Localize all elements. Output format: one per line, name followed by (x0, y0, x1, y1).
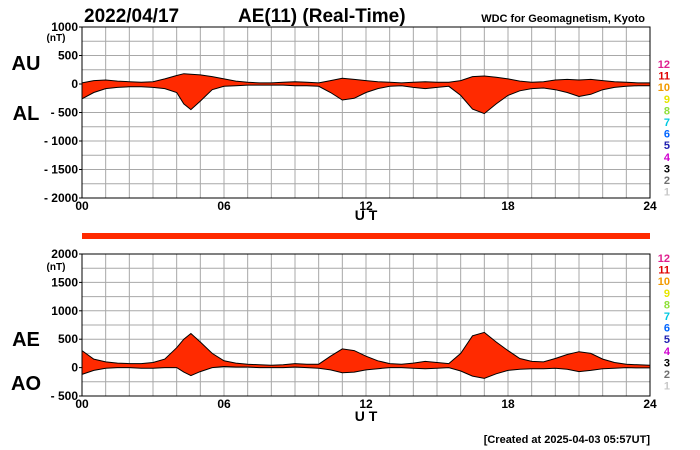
legend-level-12: 12 (658, 253, 670, 265)
legend-level-8: 8 (664, 299, 670, 311)
legend-level-5: 5 (664, 140, 670, 152)
legend-level-9: 9 (664, 288, 670, 300)
au-al-area (81, 73, 650, 115)
upper-envelope-line (81, 73, 650, 84)
x-tick-label: 18 (501, 199, 515, 213)
y-tick-label: - 2000 (44, 191, 78, 205)
al-label: AL (13, 103, 40, 125)
legend-level-6: 6 (664, 129, 670, 141)
au-al-x-label: U T (355, 207, 378, 223)
x-tick-label: 12 (359, 397, 373, 411)
legend-level-12: 12 (658, 59, 670, 71)
data-availability-bar (82, 233, 650, 239)
legend-level-5: 5 (664, 334, 670, 346)
y-tick-label: - 500 (51, 106, 79, 120)
au-label: AU (12, 53, 41, 75)
legend-level-10: 10 (658, 276, 670, 288)
y-tick-label: - 500 (51, 389, 79, 403)
x-tick-label: 24 (643, 397, 657, 411)
ae-ao-grid (82, 254, 650, 396)
x-tick-label: 18 (501, 397, 515, 411)
ao-label: AO (11, 373, 41, 395)
upper-envelope-line (81, 331, 651, 366)
x-tick-label: 00 (75, 397, 89, 411)
y-tick-label: 0 (71, 77, 78, 91)
legend-level-10: 10 (658, 82, 670, 94)
legend-level-3: 3 (664, 357, 670, 369)
legend-level-2: 2 (664, 369, 670, 381)
lower-envelope-line (81, 84, 650, 115)
index-area (82, 73, 650, 114)
y-tick-label: 500 (58, 49, 78, 63)
x-tick-label: 24 (643, 199, 657, 213)
legend-level-9: 9 (664, 94, 670, 106)
y-tick-label: 2000 (51, 247, 78, 261)
legend-level-8: 8 (664, 105, 670, 117)
lower-envelope-line (81, 365, 650, 379)
x-tick-label: 06 (217, 397, 231, 411)
x-tick-label: 06 (217, 199, 231, 213)
legend-level-11: 11 (658, 71, 670, 83)
y-tick-label: 1500 (51, 275, 78, 289)
y-tick-label: 1000 (51, 304, 78, 318)
legend-level-4: 4 (664, 152, 671, 164)
legend-level-3: 3 (664, 163, 670, 175)
ae-label: AE (12, 329, 40, 351)
index-area (82, 332, 650, 379)
au-al-x-ticks: 00 06 12 18 24 (75, 199, 657, 213)
legend-level-4: 4 (664, 346, 671, 358)
ae-ao-frame (81, 253, 651, 397)
legend-level-1: 1 (664, 381, 670, 393)
y-tick-label: 0 (71, 361, 78, 375)
legend-level-11: 11 (658, 265, 670, 277)
data-source: WDC for Geomagnetism, Kyoto (481, 13, 645, 25)
au-al-y-ticks: 1000 500 0 - 500 - 1000 - 1500 - 2000 (44, 20, 82, 205)
ae-ao-y-ticks: 2000 1500 1000 500 0 - 500 (51, 247, 82, 403)
legend-level-7: 7 (664, 117, 670, 129)
legend-level-2: 2 (664, 175, 670, 187)
ae-ao-area (81, 331, 651, 379)
au-al-unit: (nT) (47, 33, 66, 44)
plot-date: 2022/04/17 (84, 6, 179, 27)
y-tick-label: - 1000 (44, 134, 78, 148)
ae-ao-unit: (nT) (47, 262, 66, 273)
plot-title: AE(11) (Real-Time) (238, 6, 406, 27)
legend-level-1: 1 (664, 187, 670, 199)
x-tick-label: 00 (75, 199, 89, 213)
legend-level-6: 6 (664, 323, 670, 335)
legend-level-7: 7 (664, 311, 670, 323)
y-tick-label: - 1500 (44, 163, 78, 177)
x-tick-label: 12 (359, 199, 373, 213)
ae-ao-x-label: U T (355, 408, 378, 424)
y-tick-label: 500 (58, 332, 78, 346)
au-al-grid (82, 27, 650, 198)
created-timestamp: [Created at 2025-04-03 05:57UT] (484, 434, 651, 446)
y-tick-label: 1000 (51, 20, 78, 34)
ae-ao-x-ticks: 00 06 12 18 24 (75, 397, 657, 411)
